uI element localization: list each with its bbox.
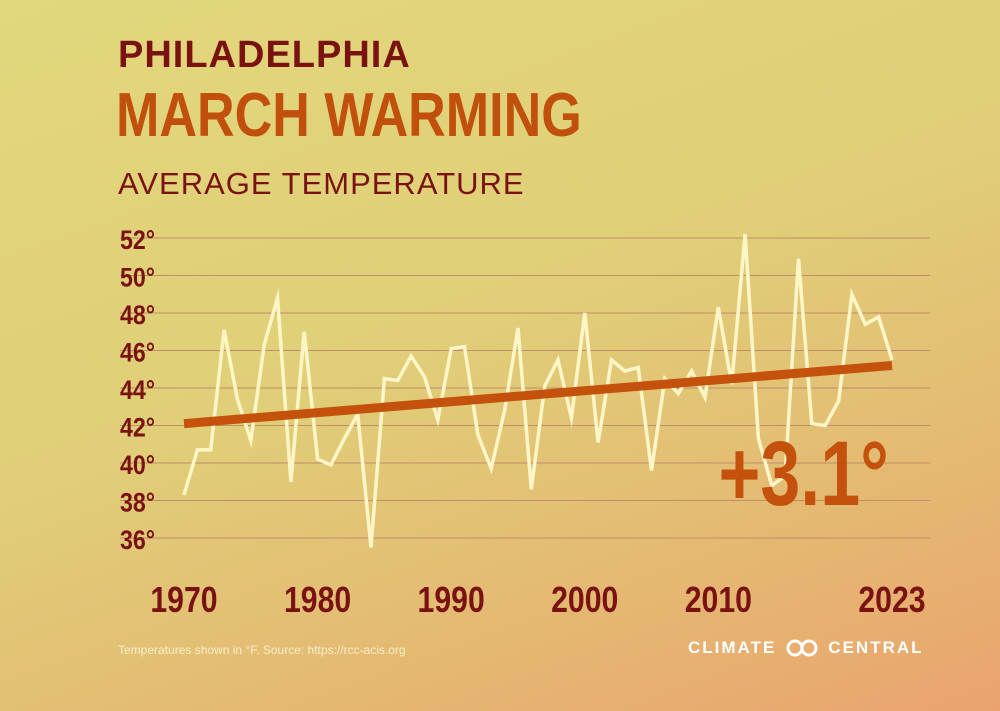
chart-city-title: PHILADELPHIA: [118, 34, 411, 76]
warming-annotation: +3.1°: [718, 422, 888, 525]
source-footnote: Temperatures shown in °F. Source: https:…: [118, 643, 406, 657]
x-tick-label: 1980: [284, 581, 351, 621]
climate-central-logo: CLIMATE CENTRAL: [688, 638, 924, 658]
y-tick-label: 44°: [120, 375, 155, 405]
brand-right-text: CENTRAL: [828, 638, 924, 657]
y-tick-label: 38°: [120, 488, 155, 518]
chart-main-title: MARCH WARMING: [116, 81, 582, 150]
x-tick-label: 1970: [150, 581, 217, 621]
chart-subtitle: AVERAGE TEMPERATURE: [118, 166, 525, 201]
y-tick-label: 42°: [120, 413, 155, 443]
y-tick-label: 50°: [120, 263, 155, 293]
x-tick-label: 1990: [418, 581, 485, 621]
brand-left-text: CLIMATE: [688, 638, 777, 657]
x-tick-label: 2010: [685, 581, 752, 621]
x-tick-label: 2000: [551, 581, 618, 621]
trend-line: [183, 361, 893, 429]
climate-central-rings-icon: [786, 639, 818, 657]
x-axis-labels: 1970 1980 1990 2000 2010 2023: [150, 581, 925, 621]
y-tick-label: 36°: [120, 525, 155, 555]
y-tick-label: 52°: [120, 225, 155, 255]
temperature-series-line: [182, 234, 894, 548]
y-tick-label: 48°: [120, 300, 155, 330]
x-tick-label: 2023: [858, 581, 925, 621]
y-tick-label: 46°: [120, 338, 155, 368]
y-axis-labels: 36° 38° 40° 42° 44° 46° 48° 50° 52°: [120, 225, 155, 555]
series-layer: [182, 234, 894, 548]
y-tick-label: 40°: [120, 450, 155, 480]
